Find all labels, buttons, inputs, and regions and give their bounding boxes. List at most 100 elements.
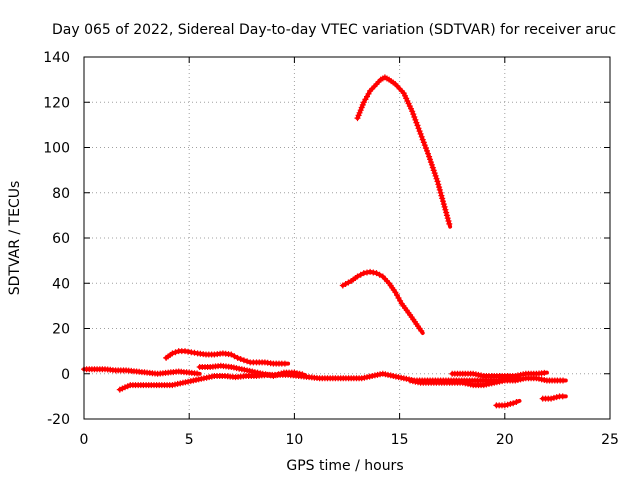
data-point bbox=[510, 400, 517, 407]
plot-frame bbox=[83, 56, 611, 420]
x-tick-label: 15 bbox=[391, 432, 409, 448]
data-point bbox=[418, 133, 425, 140]
axis-ticks: 0 5 10 15 20 25 -20 0 20 40 60 80 100 120 140 bbox=[43, 50, 619, 448]
series-line bbox=[340, 269, 425, 335]
data-point bbox=[442, 206, 449, 213]
data-point bbox=[435, 181, 442, 188]
data-point bbox=[400, 90, 407, 97]
data-point bbox=[507, 400, 514, 407]
data-point bbox=[444, 215, 451, 222]
data-point bbox=[440, 201, 447, 208]
data-point bbox=[418, 327, 425, 334]
data-point bbox=[439, 195, 446, 202]
data-point bbox=[424, 147, 430, 154]
data-point bbox=[275, 371, 282, 378]
series-line bbox=[355, 75, 453, 229]
data-point bbox=[415, 125, 422, 132]
series-low-3 bbox=[196, 362, 307, 379]
data-point bbox=[541, 369, 548, 376]
y-tick-label: 100 bbox=[43, 141, 70, 157]
y-tick-label: 80 bbox=[52, 186, 70, 202]
data-point bbox=[504, 401, 511, 408]
series-low-6 bbox=[493, 398, 522, 409]
data-point bbox=[501, 402, 508, 409]
data-point bbox=[431, 170, 438, 177]
data-point bbox=[194, 370, 201, 377]
y-axis-label: SDTVAR / TECUs bbox=[7, 181, 23, 296]
data-point bbox=[228, 351, 235, 358]
data-point bbox=[425, 150, 431, 157]
data-point bbox=[373, 270, 380, 277]
data-point bbox=[429, 164, 436, 171]
data-point bbox=[234, 354, 241, 361]
series-high-arc bbox=[354, 74, 453, 229]
data-point bbox=[281, 360, 288, 367]
data-point bbox=[428, 161, 435, 168]
x-axis-label: GPS time / hours bbox=[286, 458, 403, 474]
y-tick-label: 40 bbox=[52, 276, 70, 292]
data-point bbox=[409, 108, 416, 115]
data-point bbox=[440, 198, 446, 205]
series-low-1 bbox=[81, 366, 202, 377]
data-point bbox=[437, 189, 444, 196]
data-point bbox=[299, 371, 306, 378]
data-point bbox=[240, 357, 247, 364]
data-point bbox=[436, 186, 443, 193]
data-point bbox=[559, 393, 566, 400]
chart-title: Day 065 of 2022, Sidereal Day-to-day VTE… bbox=[52, 22, 616, 38]
data-point bbox=[433, 175, 440, 182]
data-point bbox=[421, 142, 428, 149]
data-point bbox=[427, 156, 433, 163]
data-point bbox=[560, 377, 566, 384]
data-point bbox=[354, 115, 361, 122]
data-series bbox=[81, 74, 568, 409]
data-point bbox=[354, 273, 361, 280]
y-tick-label: 140 bbox=[43, 50, 70, 66]
data-point bbox=[443, 209, 450, 216]
series-low-2 bbox=[116, 370, 522, 393]
y-tick-label: 120 bbox=[43, 95, 70, 111]
x-tick-label: 20 bbox=[496, 432, 514, 448]
data-point bbox=[430, 167, 437, 174]
data-point bbox=[411, 114, 418, 120]
data-point bbox=[357, 271, 364, 278]
y-tick-label: 20 bbox=[52, 322, 70, 338]
x-tick-label: 0 bbox=[80, 432, 89, 448]
series-hump bbox=[163, 348, 291, 367]
data-point bbox=[434, 178, 441, 185]
y-tick-label: -20 bbox=[47, 412, 70, 428]
data-point bbox=[416, 128, 423, 135]
y-tick-label: 0 bbox=[61, 367, 70, 383]
data-point bbox=[408, 105, 414, 112]
data-point bbox=[432, 172, 439, 179]
y-tick-label: 60 bbox=[52, 231, 70, 247]
data-point bbox=[376, 271, 383, 278]
data-point bbox=[553, 394, 560, 401]
data-point bbox=[550, 394, 557, 401]
data-point bbox=[441, 203, 448, 210]
data-point bbox=[513, 399, 520, 405]
data-point bbox=[446, 220, 453, 227]
data-point bbox=[244, 358, 251, 365]
series-low-7 bbox=[539, 393, 568, 402]
data-point bbox=[420, 139, 427, 146]
data-point bbox=[438, 192, 445, 199]
series-mid-arc bbox=[339, 268, 425, 335]
data-point bbox=[422, 145, 429, 152]
data-point bbox=[357, 107, 364, 114]
data-point bbox=[548, 395, 555, 402]
data-point bbox=[410, 111, 417, 118]
grid-lines bbox=[84, 57, 610, 419]
data-point bbox=[419, 136, 426, 143]
data-point bbox=[427, 159, 434, 166]
data-point bbox=[443, 212, 450, 219]
data-point bbox=[426, 153, 433, 160]
x-tick-label: 10 bbox=[285, 432, 303, 448]
x-tick-label: 25 bbox=[601, 432, 619, 448]
data-point bbox=[122, 384, 128, 391]
data-point bbox=[417, 130, 424, 137]
data-point bbox=[172, 349, 179, 356]
data-point bbox=[436, 184, 443, 191]
data-point bbox=[356, 109, 363, 116]
